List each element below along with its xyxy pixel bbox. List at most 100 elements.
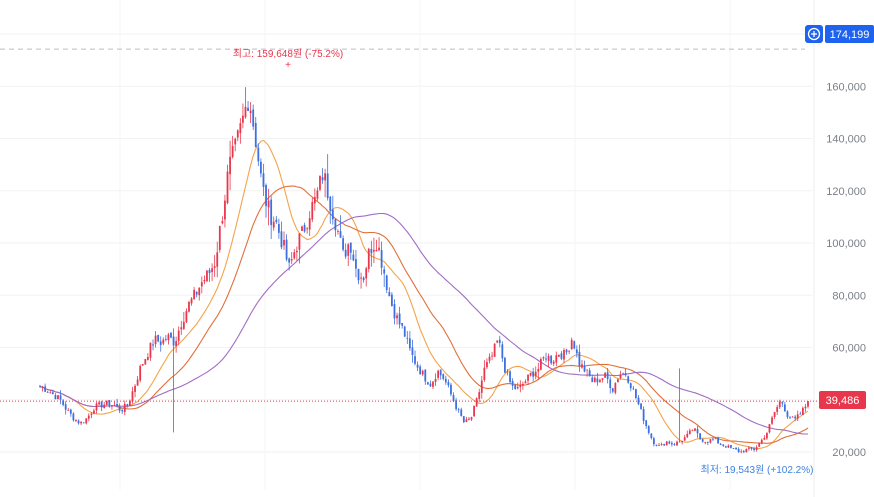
candle-body — [447, 381, 450, 386]
candle-body — [719, 443, 722, 445]
candle-body — [753, 448, 755, 451]
candle-body — [529, 373, 532, 376]
grid-lines — [0, 0, 815, 497]
candle-body — [82, 422, 85, 424]
candle-body — [704, 442, 707, 443]
candle-body — [211, 268, 213, 273]
candle-body — [591, 377, 594, 383]
candle-body — [516, 387, 519, 389]
candle-body — [357, 269, 360, 281]
candle-body — [801, 407, 804, 415]
candle-body — [77, 420, 80, 424]
candle-body — [581, 364, 583, 368]
candle-body — [180, 327, 183, 330]
current-price-tag-box — [819, 391, 866, 409]
candle-body — [393, 304, 396, 319]
candle-body — [521, 383, 524, 386]
candle-body — [568, 350, 571, 352]
candle-body — [59, 395, 62, 400]
candle-body — [696, 429, 699, 434]
candle-body — [504, 357, 506, 373]
candle-body — [188, 301, 190, 312]
candle-body — [134, 385, 136, 392]
candle-body — [362, 277, 365, 281]
candle-body — [783, 404, 786, 412]
candle-body — [360, 277, 362, 279]
candle-body — [509, 371, 511, 383]
candle-body — [62, 400, 65, 405]
candle-body — [629, 383, 632, 389]
candle-body — [542, 357, 545, 359]
candle-body — [352, 254, 355, 261]
candle-body — [301, 226, 303, 231]
candle-body — [583, 365, 586, 372]
candle-body — [403, 326, 406, 337]
candle-body — [54, 395, 57, 400]
candle-body — [450, 384, 452, 395]
candle-body — [573, 341, 576, 349]
candle-body — [208, 270, 211, 274]
candle-body — [465, 419, 468, 422]
candle-body — [637, 397, 640, 405]
candle-body — [534, 371, 537, 377]
candle-body — [681, 441, 684, 443]
candle-body — [786, 411, 789, 417]
candle-body — [771, 417, 773, 424]
candle-body — [108, 400, 111, 407]
candle-body — [586, 369, 589, 371]
candle-body — [617, 379, 619, 383]
candle-body — [575, 349, 578, 354]
y-tick-label: 120,000 — [826, 186, 866, 198]
candle-body — [46, 391, 49, 393]
candle-body — [411, 347, 414, 355]
candle-body — [501, 344, 504, 359]
candle-body — [791, 416, 794, 418]
candle-body — [247, 107, 249, 112]
candle-body — [216, 252, 219, 267]
moving-average-line — [39, 212, 808, 435]
candle-body — [511, 380, 514, 386]
candle-body — [157, 334, 160, 342]
candle-body — [688, 430, 691, 435]
candle-body — [550, 355, 553, 364]
candle-body — [701, 439, 704, 442]
candle-body — [337, 231, 339, 232]
candle-body — [706, 442, 709, 443]
candle-body — [170, 332, 172, 338]
candle-body — [722, 444, 725, 446]
candle-body — [72, 413, 75, 421]
candle-body — [437, 370, 440, 378]
candle-body — [694, 428, 696, 431]
current-price-tag: 39,486 — [819, 391, 866, 409]
candle-body — [342, 238, 344, 250]
candle-body — [87, 415, 90, 419]
candle-body — [190, 298, 193, 304]
candle-body — [144, 359, 147, 365]
candle-body — [244, 106, 247, 118]
candle-body — [460, 409, 463, 417]
candle-body — [642, 409, 645, 421]
candle-body — [329, 196, 332, 211]
candle-body — [480, 380, 483, 393]
candle-body — [434, 378, 437, 382]
candle-body — [185, 311, 188, 322]
y-tick-label: 100,000 — [826, 238, 866, 250]
candle-body — [283, 239, 285, 246]
candle-body — [275, 219, 278, 223]
candle-body — [468, 418, 470, 420]
candle-body — [331, 209, 334, 220]
candle-body — [660, 443, 663, 445]
candle-body — [285, 239, 288, 260]
candle-body — [421, 370, 424, 375]
candle-body — [794, 416, 797, 419]
candle-body — [390, 294, 393, 306]
candle-body — [64, 404, 67, 410]
candle-body — [781, 402, 784, 404]
candle-body — [635, 389, 637, 398]
candle-body — [229, 156, 231, 175]
top-price-tag[interactable]: 174,199 — [805, 25, 874, 43]
candle-body — [776, 407, 779, 412]
candle-body — [290, 259, 293, 261]
candle-body — [347, 244, 350, 256]
